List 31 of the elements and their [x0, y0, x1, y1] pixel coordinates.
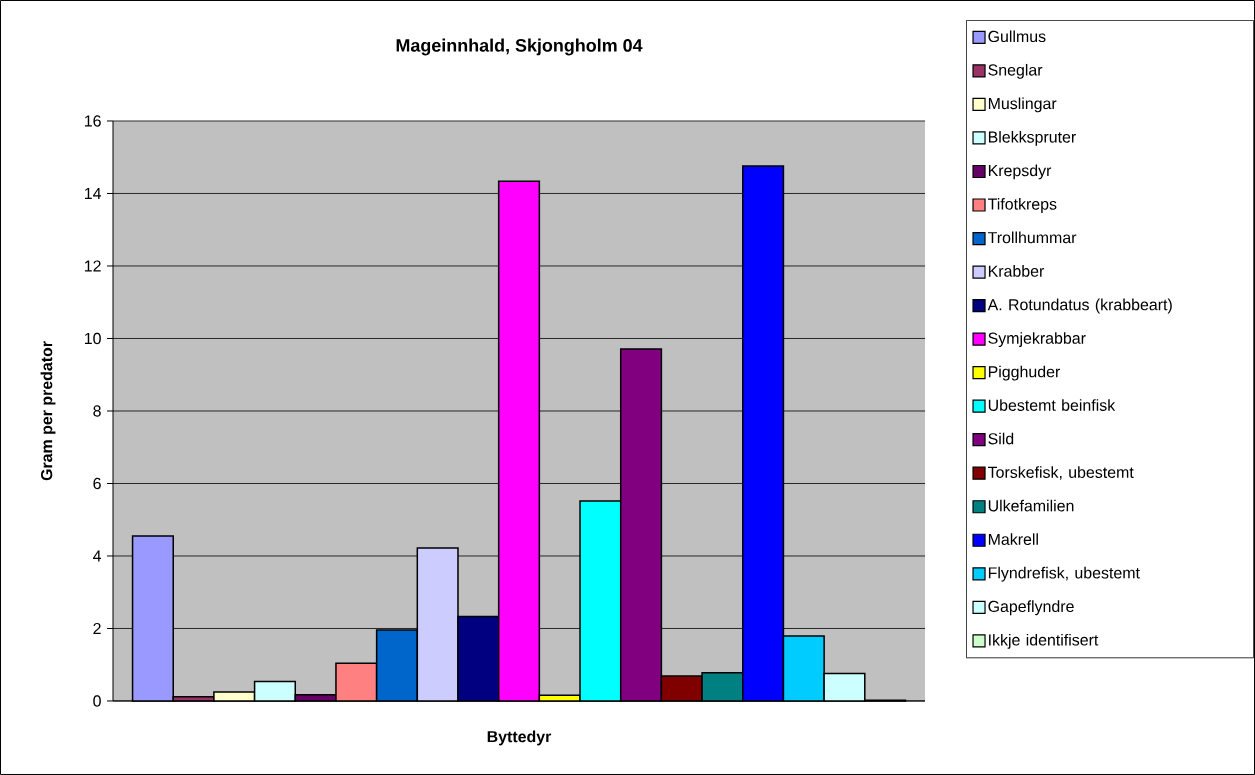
y-axis-title: Gram per predator: [40, 341, 56, 481]
legend-label: Torskefisk, ubestemt: [987, 466, 1134, 480]
legend-label: Sild: [988, 432, 1014, 445]
legend-label: Muslingar: [988, 97, 1057, 113]
legend-label: Tifotkreps: [987, 198, 1057, 213]
legend-label: Krepsdyr: [988, 164, 1052, 180]
y-tick-label: 10: [84, 332, 101, 345]
legend-label: Blekkspruter: [988, 130, 1076, 146]
legend-label: Flyndrefisk, ubestemt: [988, 566, 1140, 582]
legend-label: A. Rotundatus (krabbeart): [987, 298, 1172, 314]
y-tick-label: 6: [93, 477, 101, 490]
legend-label: Gapeflyndre: [988, 600, 1074, 616]
y-tick-label: 0: [93, 695, 101, 707]
legend-label: Ikkje identifisert: [989, 633, 1099, 649]
x-axis-title: Byttedyr: [487, 730, 552, 746]
legend-label: Trollhummar: [987, 231, 1077, 244]
chart-title: Mageinnhald, Skjongholm 04: [396, 38, 643, 56]
y-tick-label: 2: [93, 622, 101, 635]
y-tick-label: 12: [84, 260, 101, 272]
y-tick-label: 16: [84, 115, 101, 127]
legend-label: Makrell: [988, 533, 1038, 545]
legend-label: Krabber: [988, 265, 1045, 277]
y-tick-label: 8: [93, 405, 101, 417]
legend-label: Ubestemt beinfisk: [988, 399, 1116, 411]
legend-label: Gullmus: [988, 30, 1046, 43]
legend-label: Sneglar: [988, 63, 1043, 79]
legend-label: Symjekrabbar: [988, 332, 1086, 347]
legend-label: Ulkefamilien: [988, 499, 1074, 512]
y-tick-label: 14: [84, 188, 102, 199]
y-tick-label: 4: [92, 550, 102, 562]
legend-label: Pigghuder: [988, 365, 1061, 381]
